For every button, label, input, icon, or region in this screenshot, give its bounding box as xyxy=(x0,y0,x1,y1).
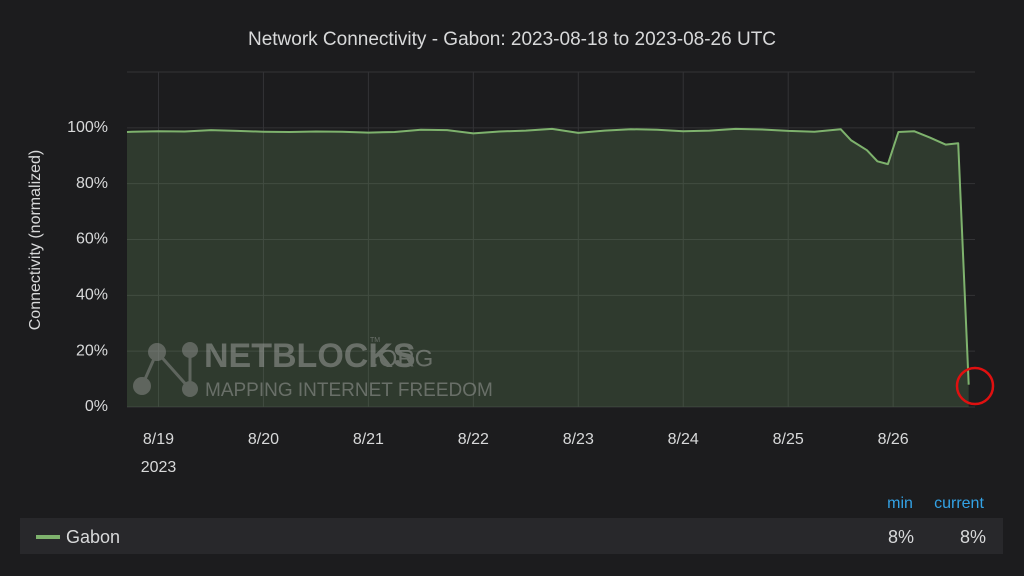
legend-label: Gabon xyxy=(66,527,120,547)
legend-header: min xyxy=(887,495,913,512)
plot-area xyxy=(126,127,970,407)
legend-stat: 8% xyxy=(960,527,986,547)
highlight-circle xyxy=(955,366,995,406)
watermark-tagline: MAPPING INTERNET FREEDOM xyxy=(205,380,493,401)
logo-lines xyxy=(140,350,192,390)
logo-dot xyxy=(148,343,166,361)
y-tick-label: 40% xyxy=(76,287,108,304)
y-tick-label: 20% xyxy=(76,342,108,359)
logo-dot xyxy=(133,377,151,395)
watermark-name: NETBLOCKS xyxy=(204,337,416,375)
x-tick-label: 8/21 xyxy=(353,431,384,448)
logo-dot xyxy=(182,381,198,397)
x-tick-label: 8/24 xyxy=(668,431,699,448)
watermark-tm: TM xyxy=(370,337,380,344)
series-line xyxy=(126,127,970,385)
x-tick-label: 8/19 xyxy=(143,431,174,448)
grid: 0% 20% 40% 60% 80% 100% 8/19 2023 8/20 8/21 8/22 8/… xyxy=(67,71,975,476)
y-tick-label: 100% xyxy=(67,119,108,136)
x-tick-label: 8/20 xyxy=(248,431,279,448)
x-tick-label: 8/25 xyxy=(773,431,804,448)
series-area xyxy=(127,128,969,407)
x-axis-sublabel: 2023 xyxy=(141,459,177,476)
legend-swatch xyxy=(36,535,60,539)
watermark: NETBLOCKS .ORG TM MAPPING INTERNET FREED… xyxy=(133,337,493,401)
chart-title: Network Connectivity - Gabon: 2023-08-18… xyxy=(248,29,776,50)
logo-dot xyxy=(182,342,198,358)
x-tick-label: 8/26 xyxy=(878,431,909,448)
x-tick-label: 8/23 xyxy=(563,431,594,448)
x-tick-label: 8/22 xyxy=(458,431,489,448)
legend-stat: 8% xyxy=(888,527,914,547)
watermark-suffix: .ORG xyxy=(372,345,433,372)
y-tick-label: 60% xyxy=(76,231,108,248)
legend-header: current xyxy=(934,495,984,512)
y-axis-title: Connectivity (normalized) xyxy=(27,150,44,331)
y-tick-label: 0% xyxy=(85,398,108,415)
y-tick-label: 80% xyxy=(76,175,108,192)
legend-row xyxy=(20,518,1003,554)
